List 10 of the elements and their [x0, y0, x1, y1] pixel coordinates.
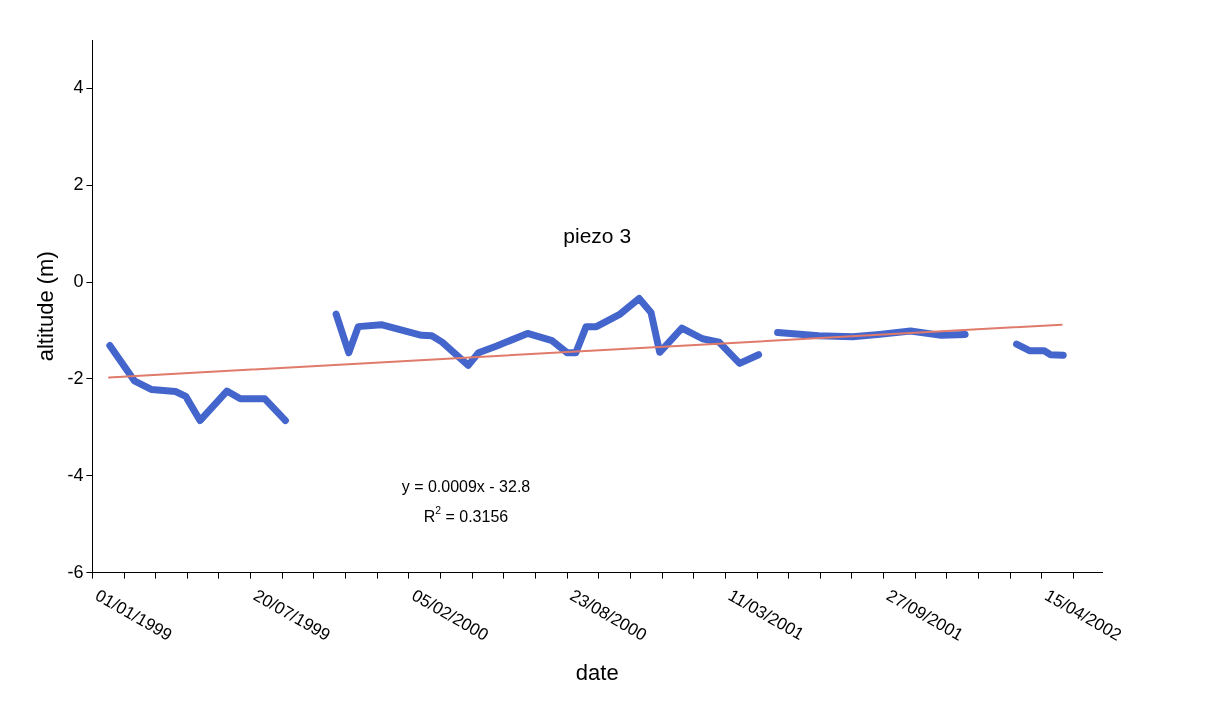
y-tick-label: -4 [67, 464, 84, 485]
y-tick-label: -2 [67, 367, 84, 388]
annotation: y = 0.0009x - 32.8 [401, 477, 531, 495]
y-axis-title: altitude (m) [33, 251, 59, 362]
y-tick-label: 0 [73, 271, 84, 292]
text: piezo 3 [563, 223, 632, 247]
y-tick-label: 2 [73, 174, 84, 195]
y-tick-label: -6 [67, 561, 84, 582]
y-tick-label: 4 [73, 77, 84, 98]
x-axis-title: date [575, 659, 619, 685]
